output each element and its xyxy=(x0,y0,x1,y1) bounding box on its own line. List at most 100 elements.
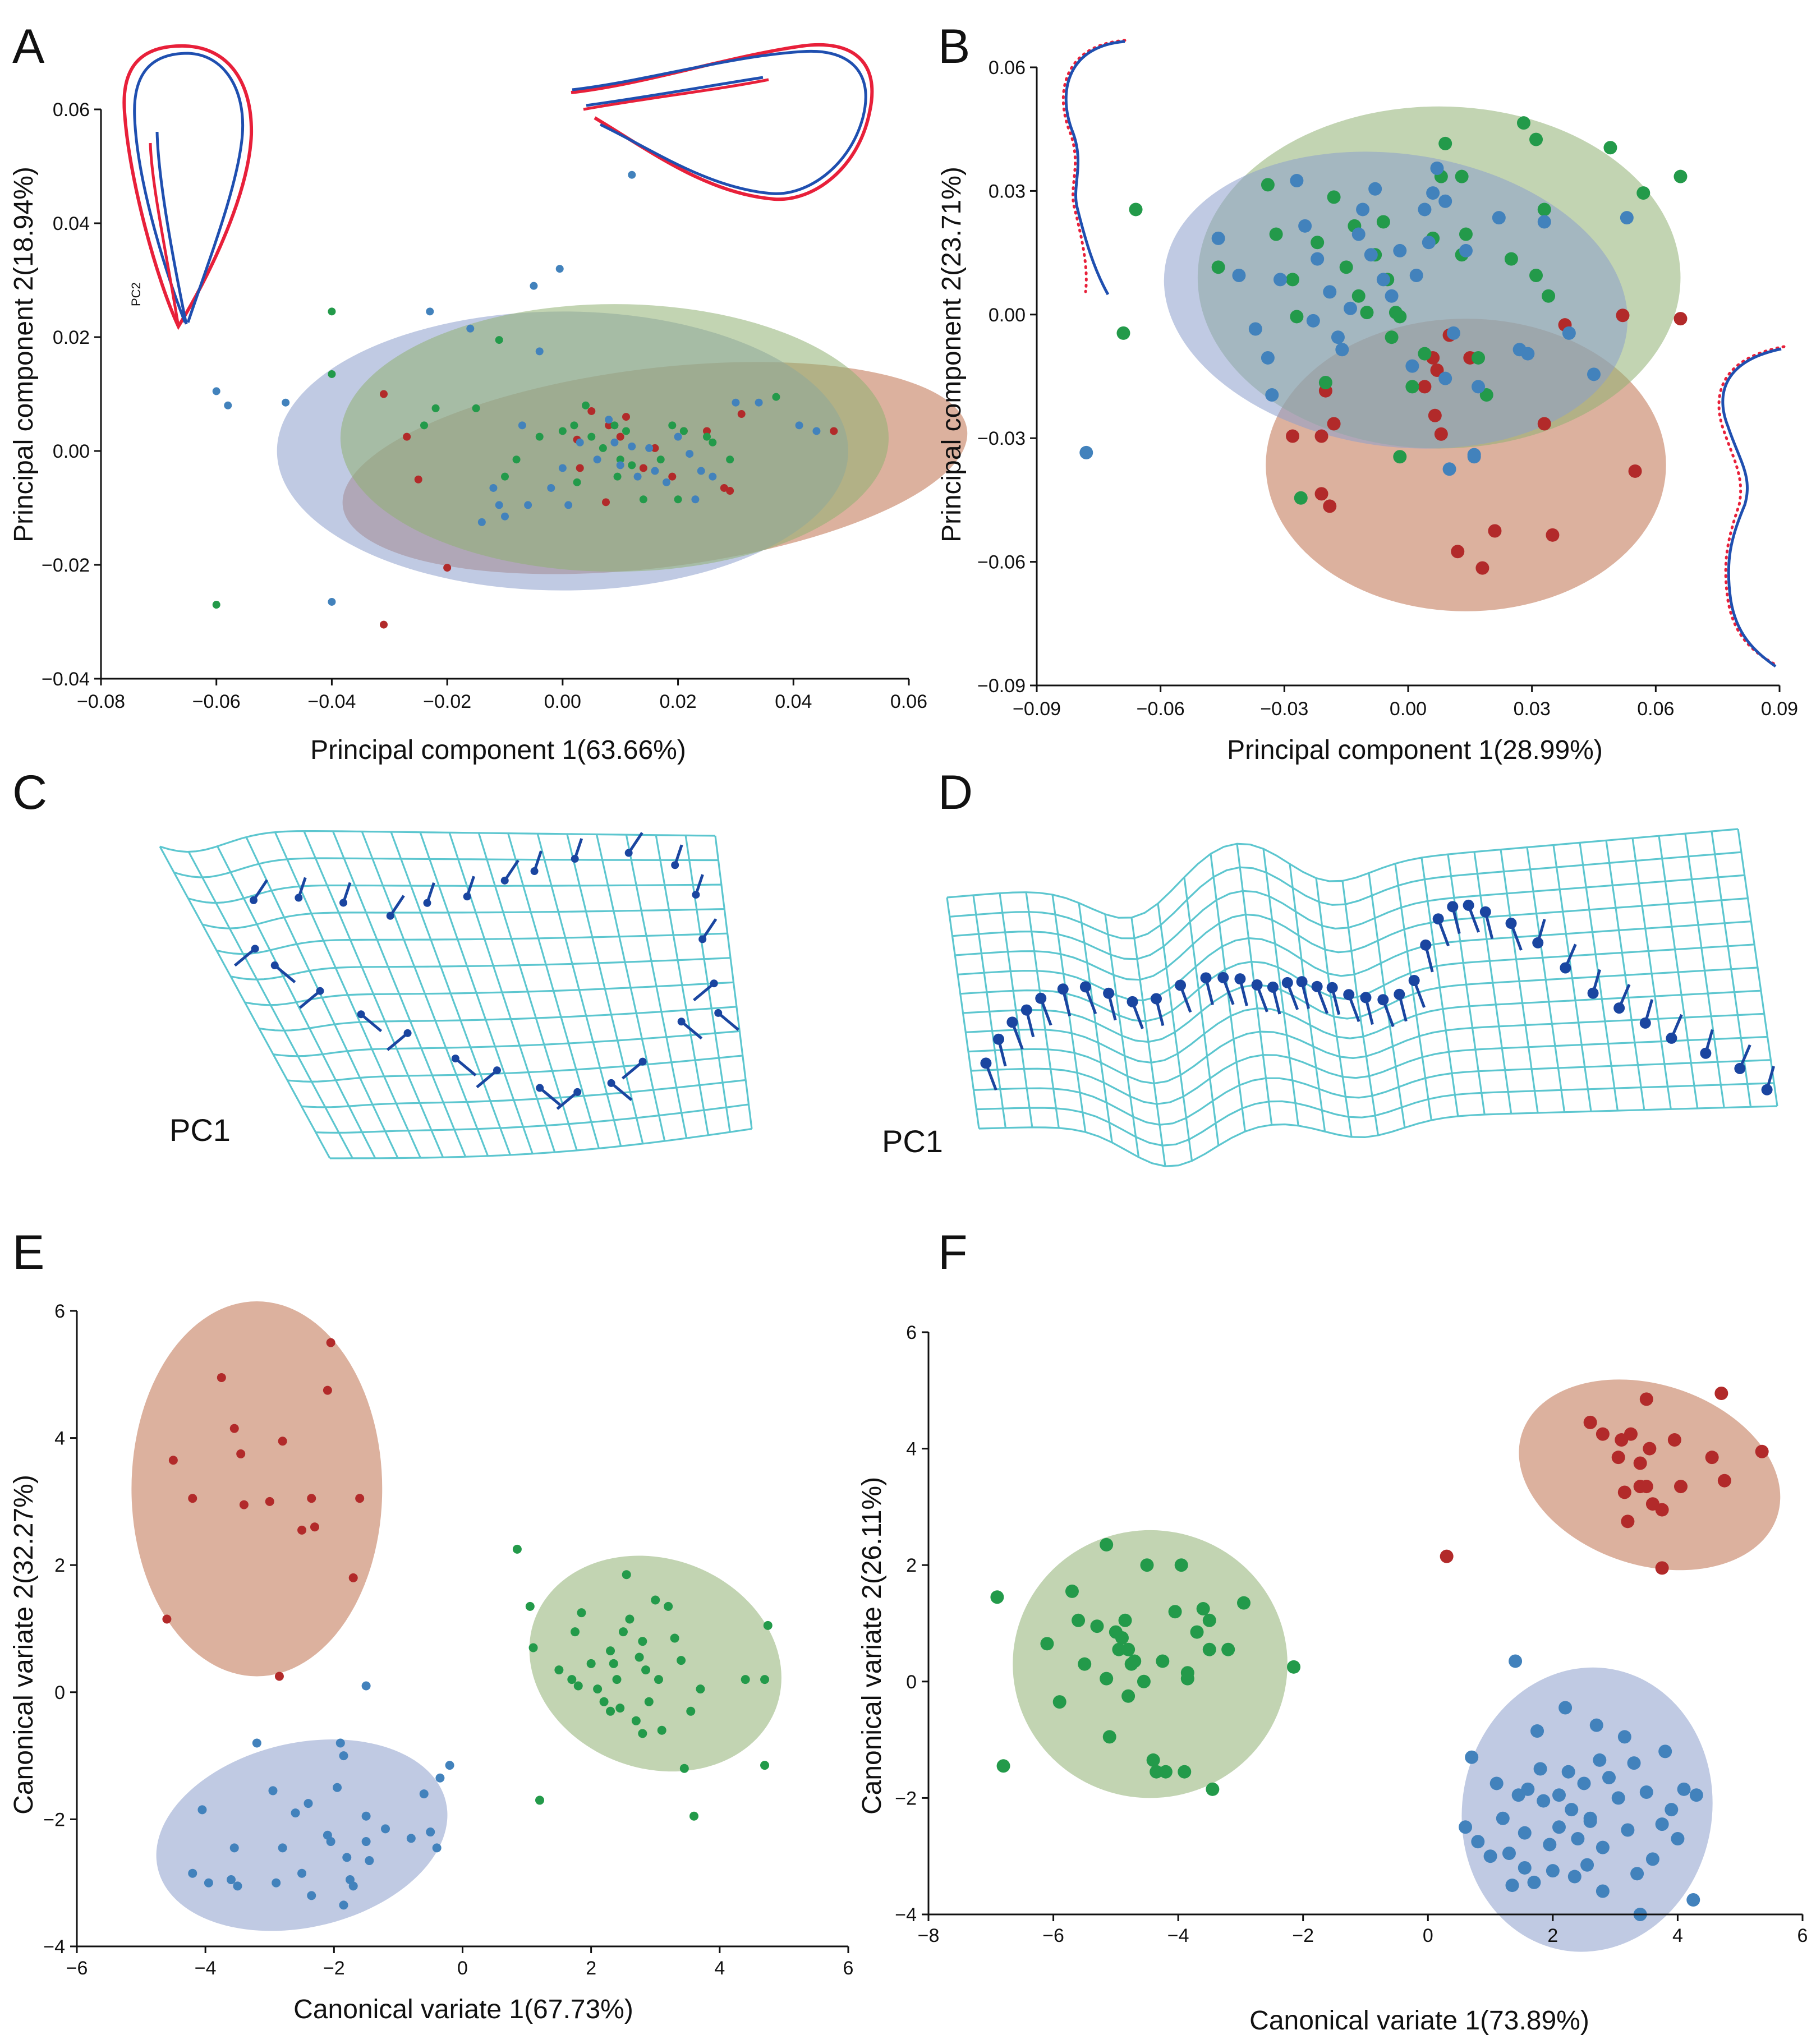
panel-a-point-blue xyxy=(697,467,705,475)
panel-b-point-red xyxy=(1451,545,1465,559)
panel-f-point-red xyxy=(1611,1451,1625,1465)
panel-e-point-blue xyxy=(197,1805,207,1815)
panel-b-point-red xyxy=(1434,427,1448,441)
panel-f-point-blue xyxy=(1496,1811,1510,1825)
panel-f-point-blue xyxy=(1665,1803,1679,1817)
panel-f-point-green xyxy=(1180,1666,1194,1680)
panel-b-point-green xyxy=(1269,227,1283,241)
panel-a-point-blue xyxy=(651,467,659,475)
panel-f-point-green xyxy=(1174,1558,1188,1572)
panel-a-point-green xyxy=(622,427,630,435)
panel-f-x-tick-label: 4 xyxy=(1672,1925,1683,1946)
panel-f-point-red xyxy=(1639,1392,1653,1406)
panel-d-landmark xyxy=(1296,976,1308,988)
panel-b-point-red xyxy=(1616,309,1630,323)
panel-c-grid-col xyxy=(655,835,710,1135)
panel-c-landmark xyxy=(677,1018,686,1026)
panel-f-point-green xyxy=(1124,1657,1138,1671)
panel-e-point-green xyxy=(654,1675,663,1684)
panel-c-landmark xyxy=(624,849,633,857)
panel-f-point-blue xyxy=(1546,1864,1560,1878)
panel-b-point-green xyxy=(1459,227,1473,241)
panel-letter-c: C xyxy=(12,766,47,820)
panel-f-ellipse-green xyxy=(1013,1530,1288,1798)
panel-b-point-red xyxy=(1327,417,1341,431)
panel-b-point-blue xyxy=(1492,211,1506,225)
panel-c-grid-row xyxy=(259,1006,737,1032)
panel-e-point-red xyxy=(217,1373,226,1382)
panel-d-grid-row xyxy=(960,943,1755,1023)
panel-e-point-blue xyxy=(348,1881,358,1891)
panel-f-point-blue xyxy=(1552,1788,1566,1802)
panel-f-point-blue xyxy=(1596,1884,1610,1898)
panel-d-landmark xyxy=(1251,979,1263,991)
panel-e-point-blue xyxy=(233,1881,242,1891)
panel-a-point-blue xyxy=(524,501,532,509)
panel-e-point-red xyxy=(229,1424,239,1433)
panel-d-landmark xyxy=(1020,1004,1032,1016)
panel-d-landmark xyxy=(1761,1084,1773,1095)
panel-a-y-tick-label: −0.02 xyxy=(42,555,90,576)
panel-a-point-blue xyxy=(633,472,642,481)
panel-b-point-green xyxy=(1393,310,1407,324)
panel-a-point-red xyxy=(576,464,584,472)
panel-d-landmark xyxy=(1432,913,1444,925)
panel-c-landmark xyxy=(530,867,539,876)
panel-e-point-red xyxy=(265,1497,274,1506)
panel-d-landmark xyxy=(1463,899,1474,911)
panel-c-grid-col xyxy=(595,834,666,1141)
panel-e-point-red xyxy=(355,1494,365,1503)
panel-a-point-blue xyxy=(795,421,803,430)
panel-a-point-blue xyxy=(501,512,509,521)
panel-a-point-blue xyxy=(709,472,717,481)
panel-f-point-green xyxy=(1121,1689,1135,1703)
panel-c-grid-col xyxy=(566,834,644,1144)
panel-b-y-tick-label: 0.03 xyxy=(989,181,1026,202)
panel-c-grid-col xyxy=(536,833,622,1147)
panel-a-point-green xyxy=(512,455,521,464)
panel-c-landmark-vector xyxy=(252,879,269,901)
panel-c-landmark-vector xyxy=(360,1013,383,1033)
panel-a-x-tick-label: −0.02 xyxy=(423,691,471,712)
panel-d-grid-row xyxy=(949,851,1741,940)
panel-d-landmark xyxy=(1505,918,1517,929)
panel-a-point-blue xyxy=(535,347,544,356)
panel-d-landmark xyxy=(1217,972,1229,983)
panel-b-point-red xyxy=(1546,528,1560,542)
panel-b-y-tick-label: −0.09 xyxy=(977,675,1026,697)
panel-d-landmark xyxy=(1700,1047,1712,1059)
panel-d-landmark xyxy=(993,1033,1005,1045)
panel-a-point-red xyxy=(403,432,411,441)
panel-f-point-red xyxy=(1621,1514,1635,1529)
panel-b-point-blue xyxy=(1472,380,1486,394)
panel-c-landmark-vector xyxy=(627,832,643,854)
panel-f-point-green xyxy=(1115,1631,1129,1645)
panel-b-point-green xyxy=(1393,450,1407,464)
panel-d-grid-col xyxy=(1420,857,1459,1117)
panel-b-point-blue xyxy=(1438,194,1452,208)
panel-b-x-tick-label: −0.06 xyxy=(1137,698,1185,720)
panel-b-point-blue xyxy=(1306,314,1320,328)
panel-e-point-blue xyxy=(419,1789,429,1799)
panel-c-landmark xyxy=(463,892,471,901)
panel-e-point-green xyxy=(635,1652,644,1662)
panel-a-point-green xyxy=(656,455,665,464)
panel-b-point-red xyxy=(1286,429,1300,443)
panel-c-grid-row xyxy=(216,932,728,955)
panel-a-point-green xyxy=(674,495,682,504)
panel-b-point-green xyxy=(1529,269,1543,283)
panel-d-landmark xyxy=(1666,1032,1677,1044)
panel-d-grid-col xyxy=(1262,849,1299,1126)
panel-c-grid-col xyxy=(361,831,489,1157)
panel-c-landmark-vector xyxy=(610,1081,633,1101)
panel-f-point-blue xyxy=(1483,1849,1497,1863)
panel-d-deformation-grid: PC1 xyxy=(882,828,1778,1167)
panel-b-x-tick-label: 0.06 xyxy=(1637,698,1674,720)
panel-b-x-tick-label: 0.00 xyxy=(1390,698,1427,720)
panel-e-y-tick-label: 0 xyxy=(54,1682,65,1704)
panel-f-point-green xyxy=(1206,1782,1220,1796)
panel-e-point-green xyxy=(599,1697,609,1706)
panel-b-point-blue xyxy=(1356,202,1370,217)
panel-f-point-blue xyxy=(1583,1811,1597,1825)
